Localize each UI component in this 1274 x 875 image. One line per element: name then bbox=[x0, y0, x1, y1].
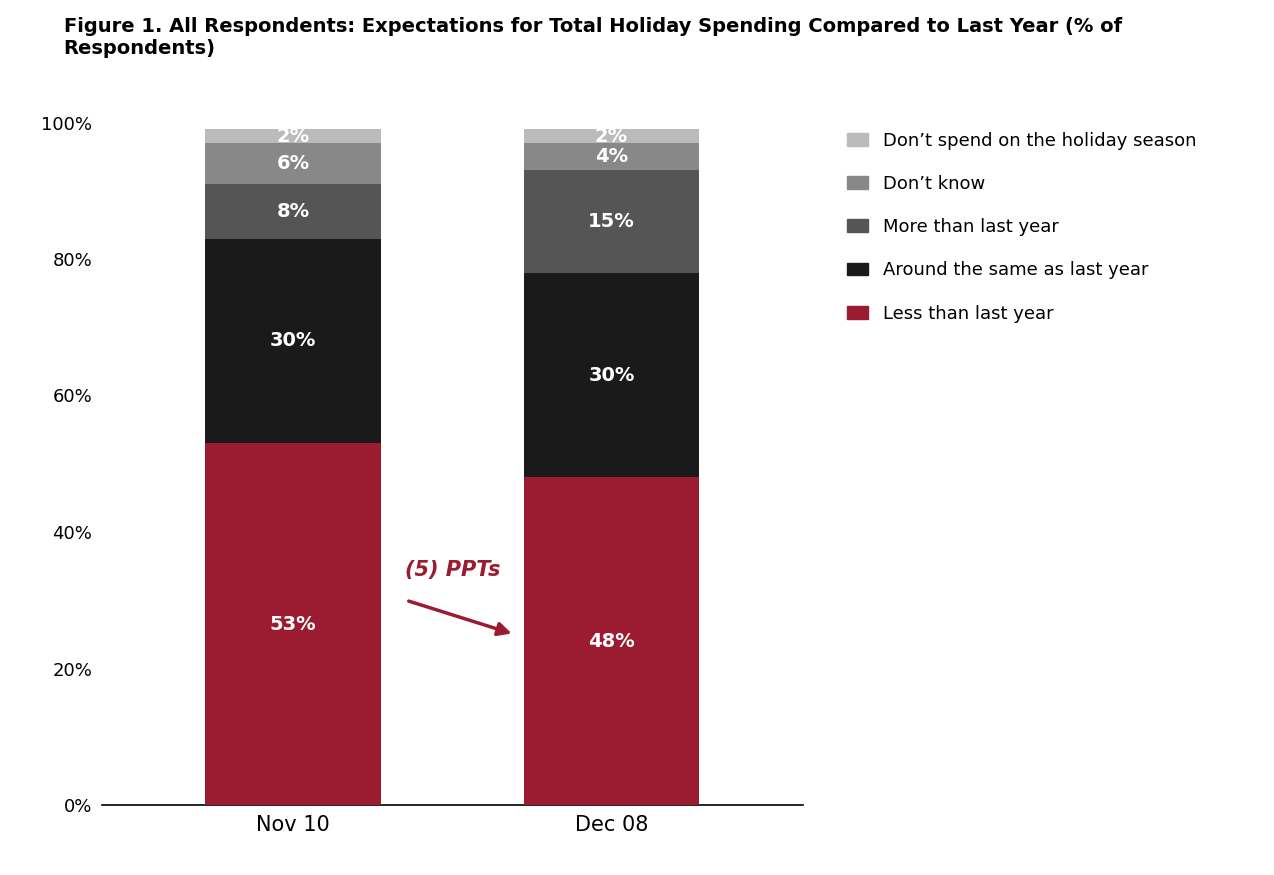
Bar bbox=[524, 130, 699, 143]
Bar bbox=[524, 478, 699, 805]
Legend: Don’t spend on the holiday season, Don’t know, More than last year, Around the s: Don’t spend on the holiday season, Don’t… bbox=[847, 131, 1196, 323]
Bar bbox=[205, 143, 381, 184]
Text: 15%: 15% bbox=[589, 212, 634, 231]
Text: (5) PPTs: (5) PPTs bbox=[405, 560, 499, 580]
Text: 2%: 2% bbox=[276, 127, 310, 145]
Bar bbox=[205, 444, 381, 805]
Text: 4%: 4% bbox=[595, 147, 628, 166]
Text: Figure 1. All Respondents: Expectations for Total Holiday Spending Compared to L: Figure 1. All Respondents: Expectations … bbox=[64, 18, 1122, 59]
Bar bbox=[205, 130, 381, 143]
Bar bbox=[524, 273, 699, 478]
Text: 8%: 8% bbox=[276, 202, 310, 220]
Text: 30%: 30% bbox=[270, 332, 316, 350]
Text: 6%: 6% bbox=[276, 154, 310, 173]
Text: 53%: 53% bbox=[270, 614, 316, 634]
Text: 30%: 30% bbox=[589, 366, 634, 384]
Text: 2%: 2% bbox=[595, 127, 628, 145]
Bar bbox=[524, 171, 699, 273]
Bar bbox=[205, 184, 381, 239]
Bar bbox=[524, 143, 699, 171]
Bar bbox=[205, 239, 381, 444]
Text: 48%: 48% bbox=[589, 632, 634, 651]
